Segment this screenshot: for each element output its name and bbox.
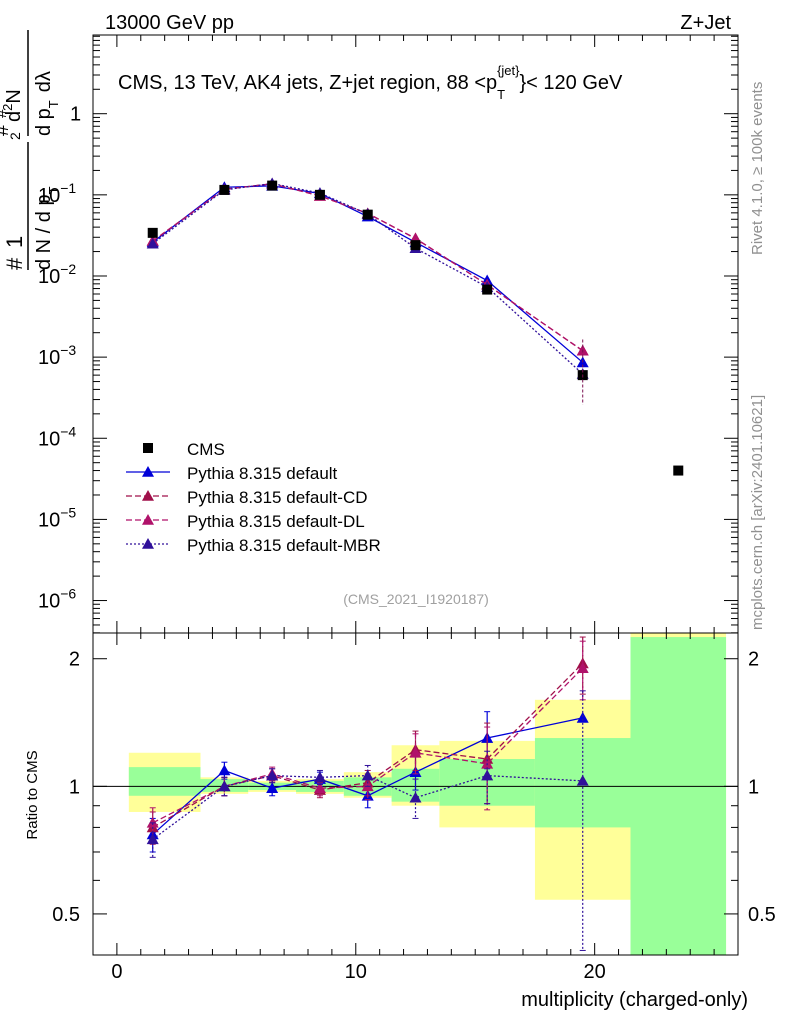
ratio-point: [313, 771, 326, 783]
cms-data-point: [410, 240, 421, 251]
ratio-point: [218, 780, 231, 792]
ratio-point: [361, 769, 374, 781]
legend-marker: [142, 490, 154, 501]
ratio-point: [266, 782, 279, 793]
ratio-point: [218, 764, 231, 776]
ratio-point: [266, 769, 279, 781]
y-tick-label: 10−6: [38, 586, 76, 613]
legend-label: Pythia 8.315 default-CD: [187, 488, 368, 507]
svg-text:d pTdλ: d pTdλ: [33, 71, 61, 136]
series-point: [146, 237, 159, 249]
rivet-label: Rivet 4.1.0, ≥ 100k events: [749, 82, 766, 255]
cms-data-point: [267, 180, 278, 191]
ratio-line: [152, 774, 583, 840]
svg-text:1: 1: [2, 236, 27, 248]
cms-data-point: [482, 284, 493, 295]
analysis-tag: (CMS_2021_I1920187): [343, 591, 489, 607]
legend: CMS Pythia 8.315 default Pythia 8.315 defa…: [126, 440, 381, 555]
cms-data-point: [362, 209, 373, 220]
legend-marker: [142, 538, 154, 549]
x-axis-label: multiplicity (charged-only): [521, 989, 748, 1011]
ratio-y-tick-label: 2: [69, 649, 80, 671]
ratio-ylabel: Ratio to CMS: [24, 750, 41, 839]
series-pythia-8-315-default-dl: [146, 177, 589, 840]
svg-text:d2N: d2N: [0, 89, 25, 122]
series-layer: [146, 177, 589, 951]
cms-data-point: [314, 189, 325, 200]
x-tick-label: 0: [111, 961, 122, 983]
legend-label: Pythia 8.315 default: [187, 464, 338, 483]
y-tick-label: 10−4: [38, 423, 76, 450]
header-right: Z+Jet: [680, 12, 731, 34]
y-tick-label: 10−1: [38, 180, 76, 207]
y-tick-label: 10−2: [38, 261, 76, 288]
band-stat: [630, 637, 727, 955]
svg-text:d N / d pT: d N / d pT: [33, 186, 61, 270]
ratio-point: [576, 662, 589, 673]
legend-label-cms: CMS: [187, 440, 225, 459]
plot-title: CMS, 13 TeV, AK4 jets, Z+jet region, 88 …: [118, 63, 623, 102]
ratio-point: [146, 816, 159, 828]
axis-ticks: 0 10 20 1 10−1 10−2 10−3 10−4 10−5 10−6 0.5 0.5 1 1 2 2: [38, 35, 776, 983]
data-points: [147, 180, 684, 476]
ratio-point: [576, 774, 589, 786]
ratio-point: [576, 711, 589, 723]
legend-marker: [142, 466, 154, 477]
legend-label: Pythia 8.315 default-DL: [187, 512, 365, 531]
mcplots-label: mcplots.cern.ch [arXiv:2401.10621]: [749, 395, 766, 630]
ratio-y-tick-label: 0.5: [52, 904, 80, 926]
ratio-point: [313, 782, 326, 793]
ratio-frame: [92, 632, 739, 956]
y-tick-label: 1: [70, 104, 81, 126]
ratio-line: [152, 667, 584, 824]
ratio-y-tick-label-right: 1: [748, 776, 759, 798]
svg-text:#: #: [2, 257, 27, 270]
series-pythia-8-315-default-mbr: [146, 177, 589, 951]
legend-marker: [142, 514, 154, 525]
legend-label: Pythia 8.315 default-MBR: [187, 536, 381, 555]
y-tick-label: 10−5: [38, 504, 76, 531]
cms-data-point: [219, 184, 230, 195]
svg-text:2: 2: [7, 132, 23, 140]
header-left: 13000 GeV pp: [105, 12, 234, 34]
ratio-y-tick-label-right: 0.5: [748, 904, 776, 926]
ratio-point: [481, 769, 494, 781]
ratio-point: [146, 833, 159, 845]
legend-marker-cms: [143, 443, 153, 453]
band-stat: [128, 767, 201, 796]
cms-data-point: [147, 227, 158, 238]
main-ylabel: # 1 d N / d pT # 2 d2N d pTdλ #: [0, 30, 61, 270]
series-line: [152, 183, 584, 352]
ratio-point: [409, 791, 422, 803]
ratio-y-tick-label-right: 2: [748, 649, 759, 671]
cms-data-point: [673, 465, 684, 476]
x-tick-label: 20: [584, 961, 606, 983]
svg-text:#: #: [0, 109, 10, 118]
svg-text:#: #: [0, 124, 13, 136]
y-tick-label: 10−3: [38, 342, 76, 369]
series-line: [152, 182, 584, 375]
ratio-point: [481, 757, 494, 769]
uncertainty-bands: [128, 633, 727, 955]
x-tick-label: 10: [345, 961, 367, 983]
ratio-point: [409, 746, 422, 758]
ratio-y-tick-label: 1: [69, 776, 80, 798]
